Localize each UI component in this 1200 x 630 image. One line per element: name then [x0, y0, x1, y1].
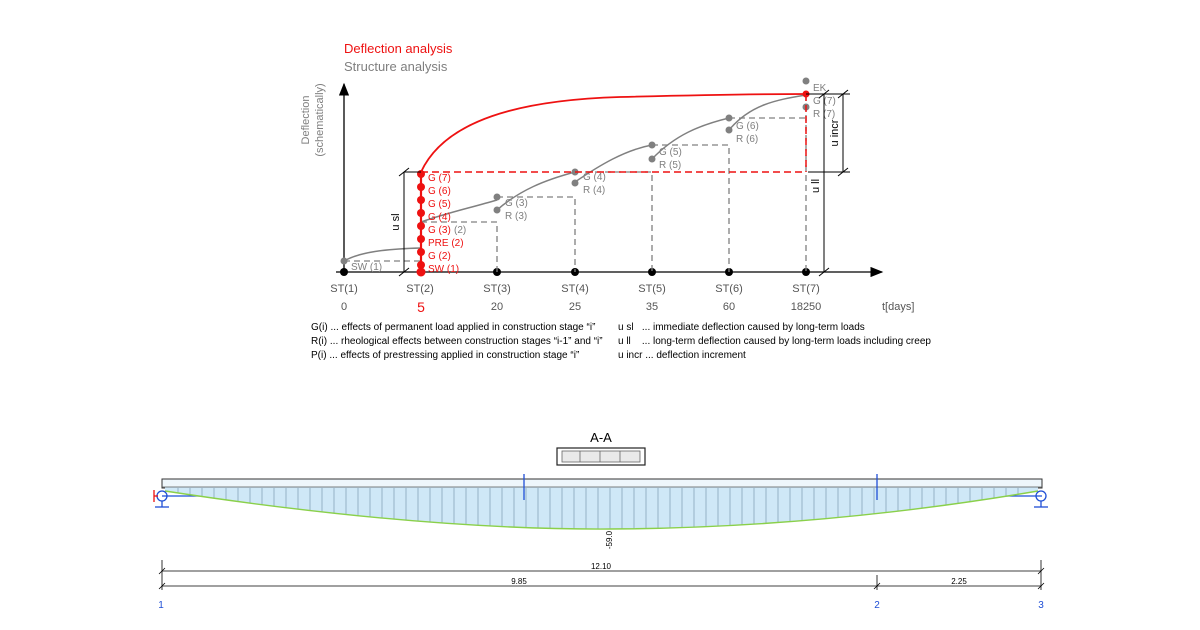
label-g6: G (6)	[736, 121, 759, 132]
legend-structure-analysis: Structure analysis	[344, 59, 448, 74]
day-label: 18250	[791, 301, 822, 313]
node-label-3: 3	[1038, 600, 1044, 611]
label-r3: R (3)	[505, 211, 527, 222]
cross-section-icon	[556, 447, 646, 466]
stage-dot	[648, 268, 656, 276]
label-red-pre2: PRE (2)	[428, 238, 464, 249]
label-g3: G (3)	[505, 198, 528, 209]
stage-label: ST(7)	[792, 283, 820, 295]
y-axis-title: Deflection	[300, 96, 312, 145]
day-label: 0	[341, 301, 347, 313]
dim-label-u-ll: u ll	[810, 179, 822, 193]
label-r4: R (4)	[583, 185, 605, 196]
total-span-label: 12.10	[591, 562, 612, 571]
label-red-g4: G (4)	[428, 212, 451, 223]
stage-label: ST(3)	[483, 283, 511, 295]
label-sw1-structure: SW (1)	[351, 262, 382, 273]
label-r5: R (5)	[659, 160, 681, 171]
node-label-1: 1	[158, 600, 164, 611]
stage-label: ST(2)	[406, 283, 434, 295]
dim-u-sl	[398, 167, 421, 277]
label-red-g3: G (3)	[428, 225, 451, 236]
day-label: 20	[491, 301, 503, 313]
definition-u-incr: u incr ... deflection increment	[618, 350, 746, 361]
y-axis-subtitle: (schematically)	[314, 83, 326, 156]
stage-label: ST(4)	[561, 283, 589, 295]
x-axis-unit: t[days]	[882, 301, 914, 313]
day-label-highlight: 5	[417, 299, 425, 315]
day-label: 60	[723, 301, 735, 313]
definition-r: R(i) ... rheological effects between con…	[311, 336, 603, 347]
definition-p: P(i) ... effects of prestressing applied…	[311, 350, 579, 361]
day-label: 25	[569, 301, 581, 313]
support-right	[1034, 490, 1048, 508]
stage-label: ST(6)	[715, 283, 743, 295]
label-g4: G (4)	[583, 172, 606, 183]
beam-dimensions	[158, 560, 1045, 590]
support-left	[153, 490, 169, 508]
dim-label-u-incr: u incr	[829, 119, 841, 146]
deflection-diagram-outline	[164, 490, 1039, 530]
span-label-2: 2.25	[951, 577, 967, 586]
node-label-2: 2	[874, 600, 880, 611]
dim-u-incr	[808, 89, 850, 177]
label-red-g7: G (7)	[428, 173, 451, 184]
span-label-1: 9.85	[511, 577, 527, 586]
deflection-diagram-hatch	[177, 488, 1019, 530]
day-label: 35	[646, 301, 658, 313]
stage-dot	[340, 268, 348, 276]
label-g5: G (5)	[659, 147, 682, 158]
deflection-analysis-curve	[420, 93, 807, 173]
label-ek: EK	[813, 83, 827, 94]
stage-label: ST(5)	[638, 283, 666, 295]
max-deflection-value: -59.0	[605, 530, 614, 549]
section-title: A-A	[590, 430, 612, 445]
label-g2-suffix: (2)	[454, 225, 466, 236]
label-red-g6: G (6)	[428, 186, 451, 197]
deflection-diagram-fill	[165, 487, 1038, 530]
dim-label-u-sl: u sl	[390, 213, 402, 230]
definition-u-sl: u sl ... immediate deflection caused by …	[618, 322, 865, 333]
label-red-sw1: SW (1)	[428, 264, 459, 275]
label-red-g2: G (2)	[428, 251, 451, 262]
stage-label: ST(1)	[330, 283, 358, 295]
deflection-points	[416, 170, 426, 277]
structure-analysis-curve	[343, 94, 807, 262]
label-r6: R (6)	[736, 134, 758, 145]
label-red-g5: G (5)	[428, 199, 451, 210]
definition-u-ll: u ll ... long-term deflection caused by …	[618, 336, 931, 347]
stage-dot	[802, 268, 810, 276]
definition-g: G(i) ... effects of permanent load appli…	[311, 322, 595, 333]
structure-points	[340, 77, 810, 265]
legend-deflection-analysis: Deflection analysis	[344, 41, 453, 56]
